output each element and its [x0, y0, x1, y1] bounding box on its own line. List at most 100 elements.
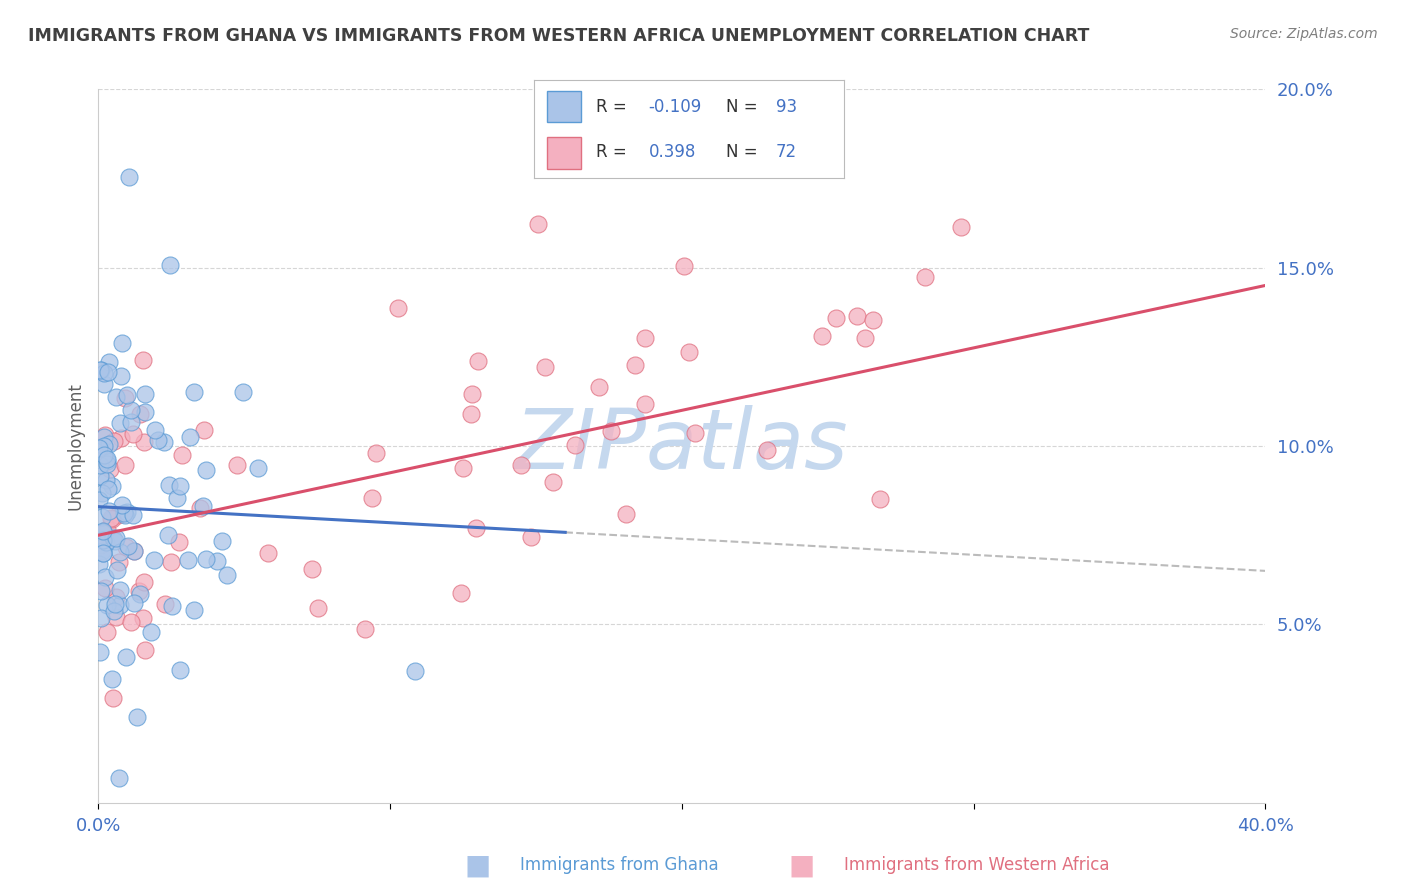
- Point: [98, 503, 121, 517]
- Point: [162, 599, 184, 613]
- Point: [97, 482, 120, 496]
- Point: [110, 431, 132, 445]
- Point: [112, 506, 135, 520]
- Point: [96, 523, 118, 537]
- Point: [167, 534, 190, 549]
- Point: [90, 611, 112, 625]
- Point: [118, 170, 141, 185]
- Point: [90, 583, 112, 598]
- Point: [195, 552, 218, 566]
- Text: R =: R =: [596, 143, 633, 161]
- Point: [132, 611, 155, 625]
- Point: [100, 479, 122, 493]
- Text: 93: 93: [776, 98, 797, 116]
- Point: [683, 425, 706, 440]
- Point: [87, 557, 110, 571]
- Point: [810, 329, 832, 343]
- Point: [869, 492, 891, 507]
- Point: [157, 478, 180, 492]
- Point: [188, 500, 211, 515]
- Point: [172, 448, 194, 462]
- Point: [156, 528, 179, 542]
- Point: [110, 545, 132, 559]
- Point: [93, 429, 115, 443]
- Point: [91, 546, 114, 560]
- Point: [104, 534, 127, 549]
- Point: [143, 553, 166, 567]
- Point: [387, 301, 409, 315]
- Point: [114, 392, 136, 406]
- Point: [121, 615, 143, 630]
- Point: [205, 554, 228, 568]
- Point: [450, 585, 472, 599]
- Point: [115, 388, 138, 402]
- Text: 0.398: 0.398: [648, 143, 696, 161]
- Point: [166, 491, 188, 506]
- Point: [91, 543, 114, 558]
- Point: [624, 358, 647, 372]
- Point: [128, 583, 150, 598]
- Point: [360, 491, 382, 505]
- Point: [91, 533, 114, 547]
- Point: [232, 384, 254, 399]
- Point: [103, 604, 125, 618]
- Point: [93, 448, 115, 462]
- Point: [183, 603, 205, 617]
- Point: [845, 310, 868, 324]
- Point: [153, 597, 176, 611]
- Point: [225, 458, 247, 472]
- Point: [633, 396, 655, 410]
- Point: [89, 458, 111, 472]
- Point: [100, 511, 122, 525]
- Point: [115, 505, 138, 519]
- Text: 72: 72: [776, 143, 797, 161]
- Point: [101, 672, 124, 686]
- Point: [588, 380, 610, 394]
- Point: [132, 353, 155, 368]
- Text: ■: ■: [789, 851, 814, 880]
- Point: [89, 493, 111, 508]
- Point: [107, 555, 129, 569]
- Point: [91, 509, 114, 524]
- Point: [110, 499, 132, 513]
- Point: [93, 366, 115, 380]
- Text: N =: N =: [725, 143, 763, 161]
- Point: [862, 313, 884, 327]
- Point: [193, 423, 215, 437]
- Point: [519, 530, 541, 544]
- Point: [541, 475, 564, 489]
- Point: [217, 568, 239, 582]
- Point: [614, 507, 637, 521]
- Point: [107, 508, 129, 522]
- Point: [108, 416, 131, 430]
- Point: [93, 439, 115, 453]
- Point: [108, 771, 131, 785]
- Point: [950, 219, 973, 234]
- Point: [91, 546, 114, 560]
- Point: [96, 454, 118, 468]
- Point: [94, 570, 117, 584]
- Point: [93, 376, 115, 391]
- Point: [104, 390, 127, 404]
- Point: [132, 574, 155, 589]
- Point: [105, 590, 128, 604]
- Point: [169, 663, 191, 677]
- Point: [914, 270, 936, 285]
- Point: [120, 415, 142, 429]
- Text: N =: N =: [725, 98, 763, 116]
- Point: [96, 599, 118, 613]
- Point: [853, 331, 876, 345]
- Point: [453, 460, 475, 475]
- Point: [678, 344, 700, 359]
- Point: [108, 583, 131, 598]
- Point: [115, 540, 138, 554]
- Point: [600, 424, 623, 438]
- Point: [96, 535, 118, 549]
- Point: [129, 407, 152, 421]
- Point: [104, 610, 127, 624]
- Point: [96, 457, 118, 471]
- Point: [125, 710, 148, 724]
- Point: [534, 360, 557, 375]
- Point: [211, 534, 233, 549]
- Point: [153, 434, 176, 449]
